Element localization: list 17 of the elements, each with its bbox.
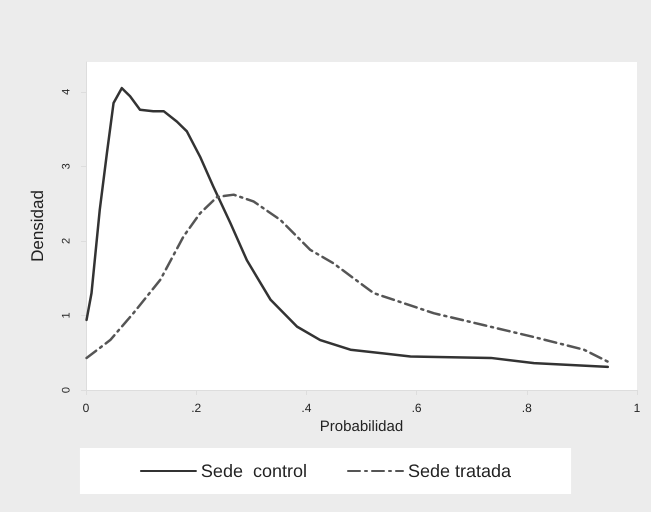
x-tick-label: .4 — [301, 401, 312, 415]
x-axis-title: Probabilidad — [320, 418, 404, 435]
legend-label: Sede tratada — [408, 461, 512, 481]
line-series — [85, 86, 610, 368]
y-tick-label: 2 — [60, 238, 72, 244]
x-tick-label: 0 — [82, 401, 90, 415]
line-series — [85, 193, 610, 363]
y-tick-label: 4 — [60, 88, 72, 95]
x-tick-label: 1 — [634, 401, 641, 415]
x-tick-label: .6 — [412, 401, 422, 415]
y-axis-title: Densidad — [28, 190, 47, 262]
x-tick-label: .8 — [522, 401, 532, 415]
y-tick-label: 1 — [60, 312, 72, 319]
x-tick-label: .2 — [191, 401, 202, 415]
legend-label: Sede control — [200, 461, 308, 481]
y-tick-label: 0 — [60, 386, 72, 394]
y-tick-label: 3 — [60, 163, 72, 170]
